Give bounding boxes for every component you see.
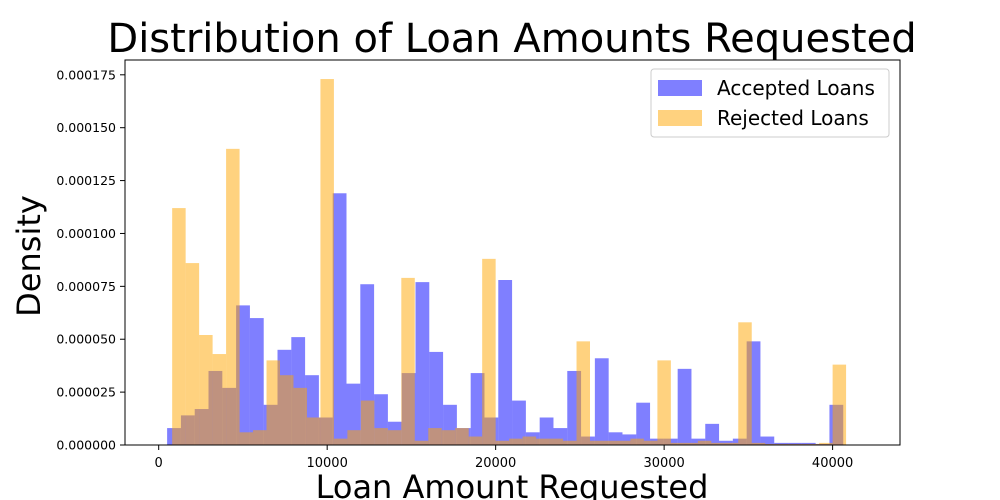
rejected-bar-19 <box>428 428 442 445</box>
accepted-bar-19 <box>429 351 444 445</box>
accepted-bar-25 <box>512 400 526 445</box>
y-tick-label: 0.000150 <box>56 120 116 135</box>
rejected-bar-29 <box>563 440 577 445</box>
rejected-bar-16 <box>387 430 402 445</box>
rejected-bar-3 <box>212 354 227 445</box>
y-tick-label: 0.000175 <box>56 67 116 82</box>
rejected-bar-47 <box>805 443 820 445</box>
rejected-bar-33 <box>616 440 631 445</box>
y-tick-label: 0.000100 <box>56 226 116 241</box>
rejected-bar-15 <box>374 428 388 445</box>
legend-swatch-accepted <box>658 80 702 96</box>
rejected-bar-30 <box>576 341 590 445</box>
rejected-bar-23 <box>482 258 496 445</box>
rejected-bar-4 <box>226 148 240 445</box>
rejected-bar-38 <box>684 442 698 445</box>
rejected-bar-49 <box>832 364 847 445</box>
accepted-bar-13 <box>346 383 361 445</box>
rejected-bar-25 <box>509 438 523 445</box>
rejected-bar-41 <box>724 442 739 445</box>
rejected-bar-10 <box>306 417 321 445</box>
rejected-bar-27 <box>536 438 550 445</box>
rejected-bar-26 <box>522 436 537 445</box>
legend-box <box>650 68 890 138</box>
accepted-bar-33 <box>622 434 637 445</box>
accepted-bar-37 <box>677 368 692 445</box>
accepted-bar-34 <box>636 402 651 445</box>
plot-frame <box>124 59 901 446</box>
rejected-bar-42 <box>738 322 752 445</box>
accepted-bar-39 <box>705 423 720 445</box>
accepted-bar-12 <box>332 193 347 445</box>
rejected-bar-43 <box>751 442 766 445</box>
rejected-bar-39 <box>697 440 712 445</box>
rejected-bar-31 <box>590 440 604 445</box>
accepted-bar-31 <box>594 358 609 445</box>
x-tick-label: 0 <box>155 456 163 471</box>
rejected-bar-0 <box>172 208 186 445</box>
accepted-bar-22 <box>470 373 485 445</box>
legend-label-accepted: Accepted Loans <box>717 76 875 100</box>
rejected-bar-17 <box>401 277 415 445</box>
legend-label-rejected: Rejected Loans <box>717 106 869 130</box>
x-tick-label: 40000 <box>812 456 853 471</box>
rejected-bar-8 <box>280 375 294 445</box>
y-axis-ticks: 0.000000 0.000025 0.000050 0.000075 0.000100… <box>56 67 125 453</box>
x-tick-label: 10000 <box>306 456 347 471</box>
rejected-bar-7 <box>266 360 280 445</box>
rejected-bar-45 <box>778 443 793 445</box>
rejected-bar-32 <box>603 440 617 445</box>
rejected-bar-46 <box>792 443 806 445</box>
rejected-bar-11 <box>320 79 334 445</box>
rejected-bar-14 <box>360 400 375 445</box>
rejected-bar-34 <box>630 438 644 445</box>
rejected-bar-35 <box>643 440 658 445</box>
chart-title: Distribution of Loan Amounts Requested <box>107 16 916 62</box>
rejected-bar-20 <box>441 430 456 445</box>
y-tick-label: 0.000000 <box>56 438 116 453</box>
rejected-bar-40 <box>711 442 725 445</box>
rejected-bar-21 <box>455 428 469 445</box>
y-tick-label: 0.000125 <box>56 173 116 188</box>
rejected-bar-2 <box>199 335 213 445</box>
rejected-bar-22 <box>468 436 483 445</box>
accepted-bar-27 <box>539 417 554 445</box>
y-axis-label: Density <box>10 195 48 317</box>
accepted-bar-43 <box>760 436 775 445</box>
y-tick-label: 0.000050 <box>56 332 116 347</box>
accepted-bar-18 <box>415 282 430 445</box>
y-tick-label: 0.000075 <box>56 279 116 294</box>
x-axis-ticks: 0 10000 20000 30000 40000 <box>155 445 853 471</box>
rejected-bar-5 <box>239 432 254 445</box>
rejected-bar-37 <box>670 442 685 445</box>
rejected-bar-48 <box>819 442 833 445</box>
rejected-bar-28 <box>549 438 564 445</box>
rejected-bar-6 <box>253 430 267 445</box>
x-tick-label: 20000 <box>475 456 516 471</box>
rejected-bar-1 <box>185 263 200 445</box>
rejected-bar-24 <box>495 440 510 445</box>
rejected-bar-36 <box>657 360 671 445</box>
rejected-loans-bars <box>172 79 847 445</box>
rejected-bar-18 <box>414 440 429 445</box>
rejected-bar-9 <box>293 387 307 445</box>
accepted-bar-24 <box>498 280 513 445</box>
y-tick-label: 0.000025 <box>56 385 116 400</box>
rejected-bar-12 <box>333 438 348 445</box>
x-tick-label: 30000 <box>643 456 684 471</box>
accepted-bar-6 <box>249 318 264 445</box>
x-axis-label: Loan Amount Requested <box>316 468 709 500</box>
rejected-bar-13 <box>347 430 361 445</box>
legend-swatch-rejected <box>658 110 702 126</box>
legend: Accepted Loans Rejected Loans <box>650 68 890 138</box>
rejected-bar-44 <box>765 443 779 445</box>
